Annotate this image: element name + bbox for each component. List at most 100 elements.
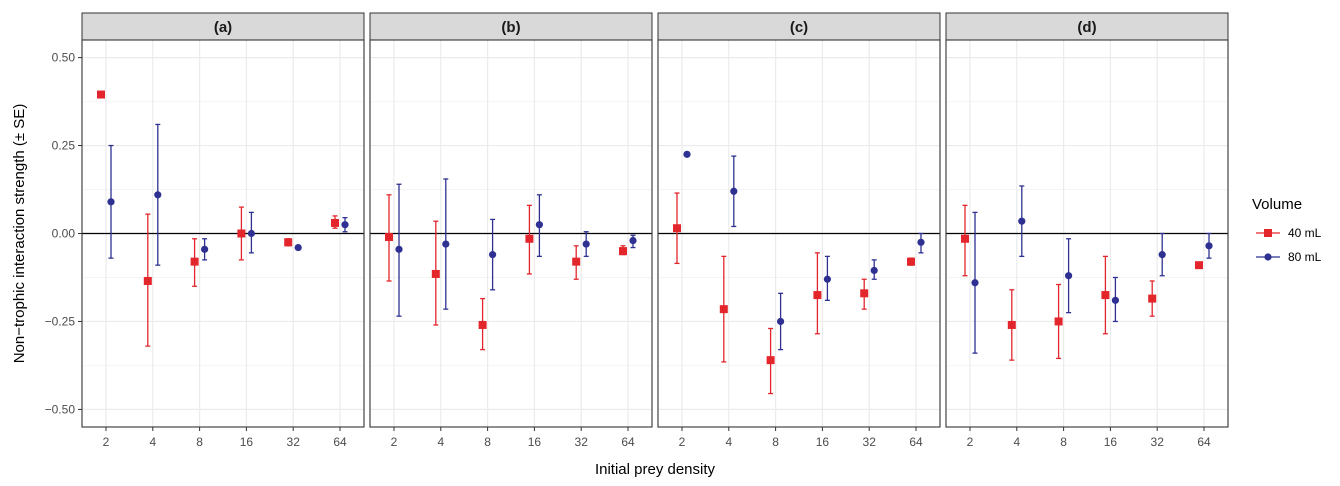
data-point-40ml (619, 247, 627, 256)
facet-panel-c: (c) 2 4 8 16 32 64 (657, 12, 941, 449)
data-point-80ml (971, 279, 979, 287)
data-point-40ml (1195, 261, 1203, 270)
data-point-40ml (961, 234, 969, 243)
data-point-80ml (489, 251, 497, 259)
legend: Volume 40 mL 80 mL (1252, 196, 1322, 264)
data-point-80ml (442, 240, 450, 248)
x-tick-label: 8 (772, 435, 779, 449)
data-point-40ml (431, 269, 440, 278)
x-axis-title: Initial prey density (595, 461, 716, 478)
facet-strip (81, 12, 365, 41)
data-point-80ml (201, 245, 209, 253)
data-point-80ml (341, 221, 349, 229)
data-point-40ml (813, 291, 822, 300)
panel-border (81, 39, 365, 428)
data-point-40ml (1007, 320, 1016, 329)
data-point-40ml (673, 224, 681, 233)
x-tick-label: 4 (725, 435, 732, 449)
data-point-80ml (247, 229, 255, 238)
data-point-40ml (1101, 291, 1110, 300)
x-tick-label: 16 (528, 435, 542, 449)
data-point-80ml (535, 221, 544, 229)
data-point-40ml (331, 218, 339, 227)
x-tick-label: 4 (1013, 435, 1020, 449)
x-tick-label: 64 (909, 435, 923, 449)
facet-panel-d: (d) 2 4 8 16 32 64 (945, 12, 1229, 449)
data-point-40ml (1054, 317, 1063, 326)
data-point-80ml (1111, 296, 1119, 304)
data-point-80ml (823, 275, 832, 283)
x-tick-label: 2 (967, 435, 974, 449)
x-tick-label: 8 (196, 435, 203, 449)
facet-title: (b) (501, 19, 520, 36)
facet-strip (657, 12, 941, 41)
x-tick-label: 32 (863, 435, 877, 449)
facet-strip (369, 12, 653, 41)
x-tick-label: 64 (621, 435, 635, 449)
data-point-40ml (385, 233, 393, 242)
legend-label: 80 mL (1288, 250, 1322, 264)
data-point-40ml (237, 229, 246, 238)
y-tick-label: 0.00 (52, 227, 76, 241)
x-tick-label: 2 (103, 435, 110, 449)
x-tick-label: 32 (1151, 435, 1165, 449)
data-point-40ml (525, 234, 534, 243)
data-point-80ml (1205, 242, 1213, 250)
facet-title: (d) (1077, 19, 1096, 36)
data-point-80ml (629, 236, 637, 245)
data-point-40ml (572, 257, 581, 266)
data-point-80ml (917, 238, 925, 246)
panel-border (369, 39, 653, 428)
data-point-40ml (1148, 294, 1157, 303)
data-point-80ml (395, 245, 403, 253)
data-point-40ml (860, 289, 869, 298)
x-tick-label: 16 (816, 435, 830, 449)
data-point-80ml (582, 240, 590, 248)
legend-label: 40 mL (1288, 226, 1322, 240)
x-tick-label: 32 (575, 435, 589, 449)
data-point-40ml (907, 257, 915, 266)
data-point-80ml (777, 317, 785, 326)
x-tick-label: 16 (240, 435, 254, 449)
data-point-80ml (730, 187, 738, 195)
data-point-80ml (870, 266, 878, 275)
x-tick-label: 32 (287, 435, 301, 449)
y-tick-label: 0.50 (52, 51, 76, 65)
x-tick-label: 4 (149, 435, 156, 449)
y-tick-label: −0.25 (45, 314, 76, 328)
y-tick-label: 0.25 (52, 139, 76, 153)
data-point-40ml (143, 276, 152, 285)
data-point-40ml (97, 90, 105, 99)
data-point-40ml (478, 320, 487, 329)
x-tick-label: 2 (391, 435, 398, 449)
data-point-40ml (719, 305, 728, 314)
data-point-80ml (1018, 217, 1026, 225)
legend-key-square (1264, 229, 1272, 237)
facet-strip (945, 12, 1229, 41)
legend-key-circle (1264, 253, 1272, 261)
data-point-80ml (683, 150, 691, 158)
data-point-80ml (1158, 251, 1166, 259)
facet-title: (a) (214, 19, 232, 36)
y-tick-label: −0.50 (45, 402, 76, 416)
legend-title: Volume (1252, 196, 1302, 213)
data-point-80ml (294, 243, 302, 252)
x-tick-label: 4 (437, 435, 444, 449)
x-tick-label: 8 (484, 435, 491, 449)
facet-panel-b: (b) 2 4 8 16 32 64 (369, 12, 653, 449)
data-point-40ml (766, 356, 775, 365)
panel-border (657, 39, 941, 428)
data-point-40ml (284, 238, 293, 247)
data-point-40ml (190, 257, 199, 266)
x-tick-label: 2 (679, 435, 686, 449)
x-tick-label: 64 (333, 435, 347, 449)
y-axis-title: Non−trophic interaction strength (± SE) (11, 104, 28, 364)
panel-border (945, 39, 1229, 428)
x-tick-label: 8 (1060, 435, 1067, 449)
x-tick-label: 16 (1104, 435, 1118, 449)
facet-title: (c) (790, 19, 808, 36)
facet-panel-a: (a) 2 4 8 16 32 64 (81, 12, 365, 449)
data-point-80ml (154, 191, 162, 199)
